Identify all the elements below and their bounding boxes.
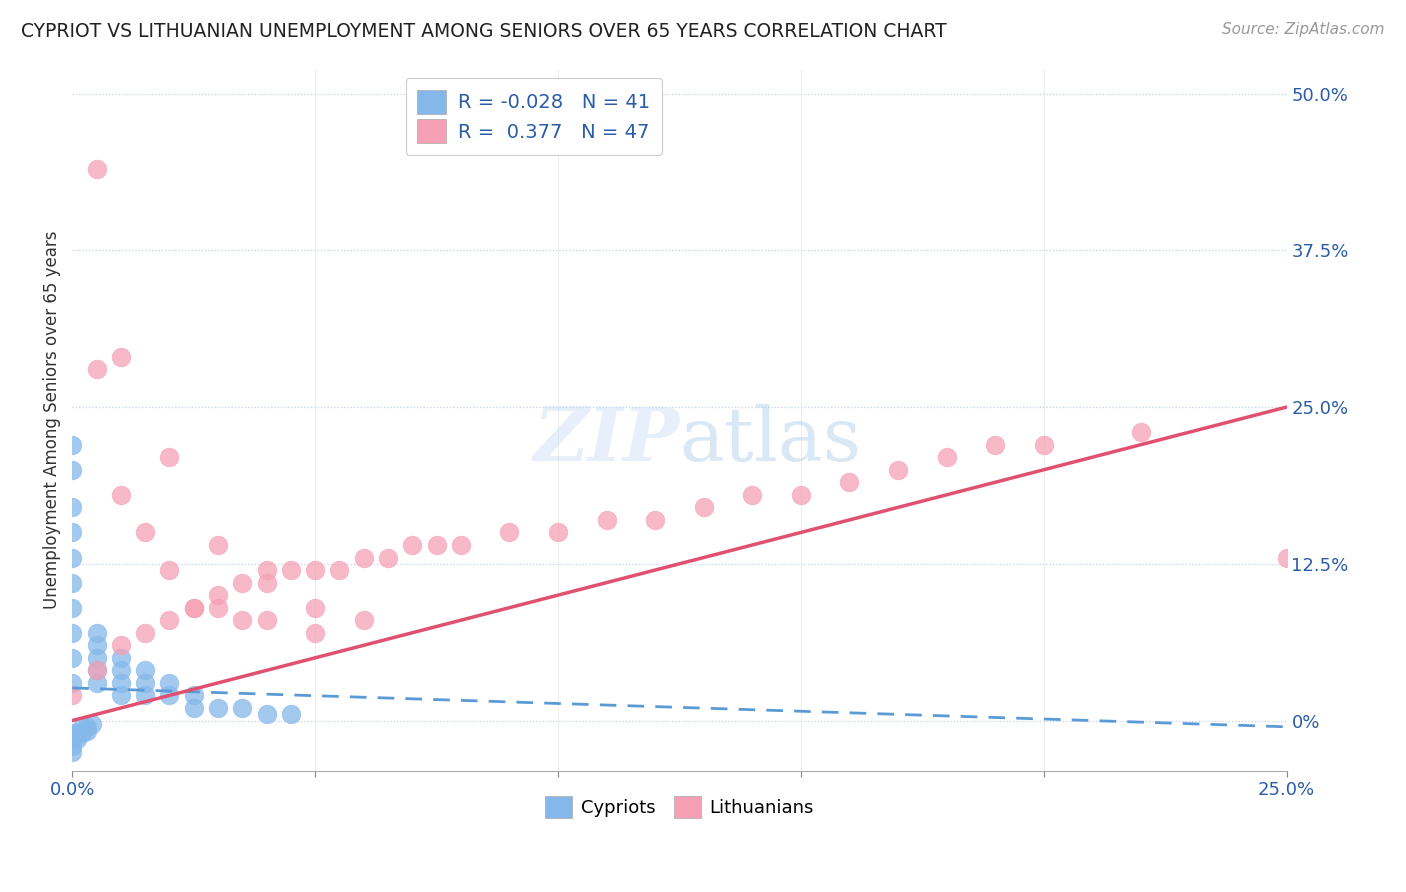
Point xyxy=(60,732,83,747)
Point xyxy=(207,588,229,602)
Point xyxy=(595,513,617,527)
Point xyxy=(328,563,350,577)
Point xyxy=(425,538,447,552)
Point xyxy=(887,463,910,477)
Point xyxy=(280,707,302,722)
Point xyxy=(790,488,813,502)
Point xyxy=(644,513,666,527)
Point xyxy=(70,720,93,734)
Point xyxy=(80,717,103,731)
Text: ZIP: ZIP xyxy=(533,404,679,477)
Point xyxy=(692,500,714,515)
Point xyxy=(60,726,83,740)
Point xyxy=(110,350,132,364)
Text: Source: ZipAtlas.com: Source: ZipAtlas.com xyxy=(1222,22,1385,37)
Point xyxy=(70,726,93,740)
Point xyxy=(134,625,156,640)
Point xyxy=(498,525,520,540)
Point xyxy=(60,689,83,703)
Legend: Cypriots, Lithuanians: Cypriots, Lithuanians xyxy=(537,789,821,825)
Point xyxy=(86,676,108,690)
Point xyxy=(1129,425,1152,439)
Point xyxy=(256,707,278,722)
Point xyxy=(304,600,326,615)
Point xyxy=(60,600,83,615)
Point xyxy=(377,550,399,565)
Point xyxy=(935,450,957,465)
Point xyxy=(60,739,83,753)
Point xyxy=(183,701,205,715)
Point xyxy=(401,538,423,552)
Point xyxy=(60,438,83,452)
Point xyxy=(157,563,180,577)
Point xyxy=(60,676,83,690)
Point xyxy=(66,732,89,747)
Point xyxy=(984,438,1007,452)
Point xyxy=(86,664,108,678)
Point xyxy=(304,625,326,640)
Point xyxy=(134,525,156,540)
Point xyxy=(353,613,375,627)
Point xyxy=(60,550,83,565)
Point xyxy=(110,664,132,678)
Point xyxy=(838,475,860,490)
Point xyxy=(280,563,302,577)
Point xyxy=(450,538,472,552)
Point xyxy=(183,600,205,615)
Point xyxy=(86,362,108,376)
Point xyxy=(86,625,108,640)
Point xyxy=(110,650,132,665)
Point xyxy=(134,676,156,690)
Point xyxy=(86,664,108,678)
Point xyxy=(134,664,156,678)
Point xyxy=(110,638,132,652)
Point xyxy=(183,689,205,703)
Point xyxy=(86,161,108,176)
Point xyxy=(256,563,278,577)
Point xyxy=(183,600,205,615)
Point xyxy=(60,463,83,477)
Point xyxy=(60,500,83,515)
Point xyxy=(304,563,326,577)
Point xyxy=(60,575,83,590)
Y-axis label: Unemployment Among Seniors over 65 years: Unemployment Among Seniors over 65 years xyxy=(44,230,60,609)
Point xyxy=(60,650,83,665)
Point xyxy=(110,488,132,502)
Point xyxy=(547,525,569,540)
Point xyxy=(353,550,375,565)
Point xyxy=(60,625,83,640)
Point xyxy=(86,638,108,652)
Point xyxy=(66,726,89,740)
Point xyxy=(207,701,229,715)
Point xyxy=(157,689,180,703)
Point xyxy=(110,689,132,703)
Point xyxy=(741,488,763,502)
Point xyxy=(76,720,98,734)
Point xyxy=(134,689,156,703)
Point xyxy=(207,600,229,615)
Point xyxy=(1032,438,1054,452)
Point xyxy=(231,613,253,627)
Text: CYPRIOT VS LITHUANIAN UNEMPLOYMENT AMONG SENIORS OVER 65 YEARS CORRELATION CHART: CYPRIOT VS LITHUANIAN UNEMPLOYMENT AMONG… xyxy=(21,22,946,41)
Point xyxy=(86,650,108,665)
Point xyxy=(256,613,278,627)
Point xyxy=(157,613,180,627)
Text: atlas: atlas xyxy=(679,404,862,477)
Point xyxy=(231,701,253,715)
Point xyxy=(231,575,253,590)
Point xyxy=(157,450,180,465)
Point xyxy=(256,575,278,590)
Point xyxy=(1275,550,1298,565)
Point xyxy=(207,538,229,552)
Point xyxy=(157,676,180,690)
Point xyxy=(110,676,132,690)
Point xyxy=(76,723,98,738)
Point xyxy=(60,745,83,759)
Point xyxy=(60,525,83,540)
